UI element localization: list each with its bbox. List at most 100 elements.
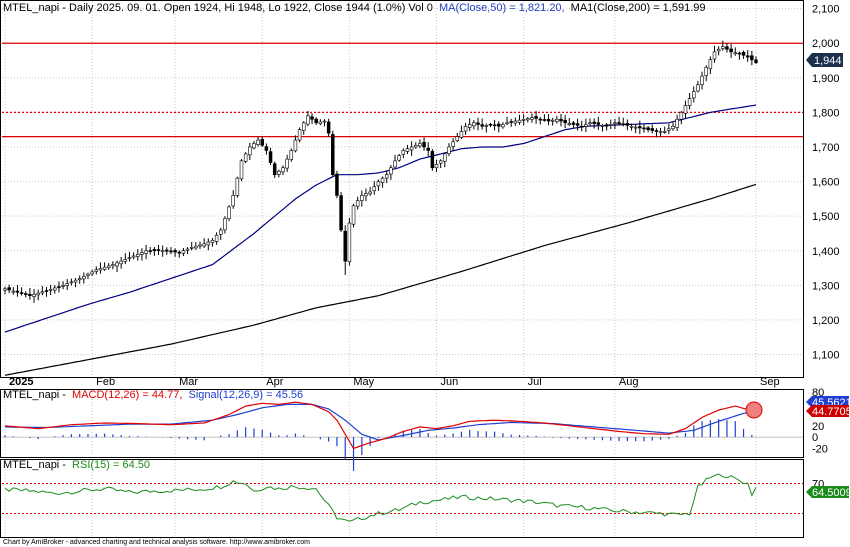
price-bar-179 [745,50,750,62]
price-bar-42 [177,250,182,258]
price-bar-58 [243,152,248,164]
price-bars [3,40,758,303]
price-bar-body-134 [559,118,563,122]
x-month-label-4: May [353,376,374,388]
price-bar-body-152 [633,126,638,129]
price-bar-129 [538,117,542,125]
ma200-line [4,183,757,376]
price-bar-body-175 [729,48,733,53]
price-bar-52 [219,227,223,240]
price-bar-body-93 [389,167,393,175]
x-month-label-3: Apr [266,376,283,388]
price-bar-body-23 [98,268,103,271]
price-bar-76 [318,119,323,126]
price-bar-body-130 [542,119,547,121]
price-bar-97 [405,144,410,155]
price-bar-71 [297,127,302,143]
price-bar-67 [281,165,285,176]
rsi-panel-frame [0,459,804,538]
price-bar-95 [397,153,401,162]
price-bar-body-180 [750,55,754,61]
price-bar-91 [380,176,385,188]
price-bar-3 [15,284,20,297]
price-bar-body-144 [600,125,605,127]
price-bar-body-50 [210,240,215,243]
price-bar-body-89 [372,186,377,192]
price-bar-body-140 [584,124,588,127]
price-bar-body-112 [467,124,472,128]
price-bar-157 [654,128,659,138]
price-bar-body-3 [15,290,20,293]
price-bar-80 [335,170,339,199]
price-bar-25 [106,263,111,270]
price-bar-body-66 [277,170,281,175]
price-bar-body-176 [733,52,738,55]
price-bar-body-37 [156,249,161,252]
price-bar-body-90 [376,181,381,187]
price-bar-34 [144,244,148,260]
price-bar-110 [459,125,464,139]
price-bar-body-107 [447,146,451,155]
price-bar-141 [588,118,592,126]
price-bar-body-26 [111,264,115,267]
price-bar-body-44 [185,248,190,251]
price-bar-168 [700,71,704,90]
price-bar-175 [729,44,733,58]
price-bar-body-145 [604,124,609,127]
price-bar-65 [272,161,277,178]
moving-averages [4,104,757,376]
price-bar-body-117 [488,123,493,126]
price-bar-48 [202,238,206,248]
price-bar-103 [430,148,435,171]
axis-labels: 2,100 2,000 1,900 1,800 1,700 1,600 1,500 1,400… [9,4,840,491]
price-bar-64 [268,147,273,166]
price-bar-body-0 [3,288,7,291]
macd-panel-title: MTEL_napi - MACD(12,26) = 44.77, Signal(… [3,389,303,401]
price-bar-134 [559,114,563,127]
price-bar-body-78 [326,121,331,134]
price-bar-171 [712,45,717,63]
price-bar-83 [347,217,352,266]
price-bar-body-63 [264,146,269,151]
price-bar-85 [355,196,360,210]
price-y-tick-5: 1,600 [812,177,840,189]
price-bar-body-104 [434,163,439,169]
price-bar-98 [409,141,414,156]
price-bar-78 [326,118,331,137]
price-bar-20 [86,272,90,279]
price-y-tick-9: 1,200 [812,315,840,327]
price-bar-128 [534,111,538,124]
price-bar-173 [721,40,725,51]
price-bar-body-71 [297,129,302,141]
price-bar-body-120 [501,124,505,128]
x-month-label-5: Jun [441,376,459,388]
price-bar-body-47 [198,244,202,247]
price-bar-body-154 [642,127,646,130]
rsi-title-prefix: MTEL_napi - [3,459,66,471]
price-bar-body-72 [301,122,306,131]
price-bar-body-114 [476,122,480,125]
x-month-label-6: Jul [528,376,542,388]
price-bar-body-164 [683,105,688,114]
horizontal-price-lines [2,42,803,138]
price-bar-body-39 [165,249,169,252]
rsi-panel-title: MTEL_napi - RSI(15) = 64.50 [3,459,150,471]
price-bar-158 [658,127,663,137]
macd-y-tick-2: 20 [812,421,824,433]
price-bar-body-41 [173,250,177,253]
price-bar-33 [140,248,144,261]
price-bar-body-128 [534,116,538,119]
price-y-tick-3: 1,800 [812,107,840,119]
price-bar-body-115 [480,124,484,127]
price-bar-106 [443,152,447,168]
price-bar-143 [596,116,601,130]
price-bar-body-55 [231,195,235,207]
price-bar-body-99 [414,144,418,148]
price-bar-body-146 [609,124,613,126]
price-bar-body-77 [322,120,327,123]
price-bar-120 [501,122,505,129]
price-bar-body-25 [106,265,111,268]
price-bar-149 [621,117,625,127]
price-y-tick-6: 1,500 [812,211,840,223]
price-bar-163 [679,110,684,125]
